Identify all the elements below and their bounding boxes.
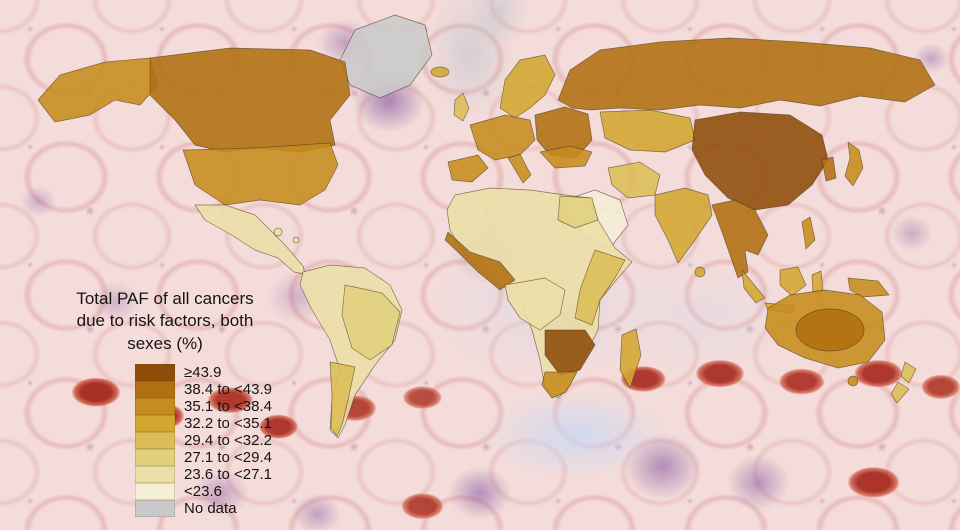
region-brazil — [341, 284, 401, 361]
region-egypt — [557, 195, 599, 229]
legend-title-line: sexes (%) — [127, 333, 203, 353]
legend-row: 32.2 to <35.1 — [135, 415, 300, 433]
region-usa — [182, 142, 339, 206]
region-east-africa — [574, 249, 626, 326]
region-alaska — [37, 57, 159, 123]
region-turkey — [539, 145, 593, 169]
region-sulawesi — [811, 270, 824, 294]
region-japan — [844, 141, 864, 187]
legend-label: <23.6 — [184, 483, 222, 501]
region-eastern-europe — [534, 106, 593, 159]
legend-title-line: Total PAF of all cancers — [76, 289, 254, 308]
legend-label: 23.6 to <27.1 — [184, 466, 272, 484]
region-iceland — [430, 66, 450, 78]
legend-swatch — [135, 364, 175, 382]
legend-row: 35.1 to <38.4 — [135, 398, 300, 416]
region-south-africa — [541, 371, 578, 399]
region-mexico — [194, 204, 306, 275]
region-iberia — [447, 154, 489, 183]
region-central-asia — [599, 109, 696, 153]
legend-label: 29.4 to <32.2 — [184, 432, 272, 450]
legend-swatch — [135, 415, 175, 433]
legend-swatch — [135, 381, 175, 399]
map-legend: Total PAF of all cancers due to risk fac… — [40, 288, 300, 518]
legend-row: 38.4 to <43.9 — [135, 381, 300, 399]
region-madagascar — [619, 328, 642, 389]
region-sri-lanka — [694, 266, 706, 278]
legend-row: ≥43.9 — [135, 364, 300, 382]
region-caribbean — [292, 236, 300, 244]
legend-label: No data — [184, 500, 237, 518]
region-philippines — [801, 216, 816, 250]
region-australia-interior — [795, 308, 865, 352]
region-iran — [607, 161, 661, 199]
legend-row: 29.4 to <32.2 — [135, 432, 300, 450]
legend-rows: ≥43.9 38.4 to <43.9 35.1 to <38.4 32.2 to <… — [135, 364, 300, 518]
region-southern-africa — [544, 329, 596, 376]
legend-row: <23.6 — [135, 483, 300, 501]
region-argentina — [329, 361, 356, 437]
legend-swatch — [135, 483, 175, 501]
region-sumatra — [741, 269, 766, 304]
region-tasmania — [847, 375, 859, 387]
region-new-zealand-south — [890, 381, 910, 404]
legend-row: 27.1 to <29.4 — [135, 449, 300, 467]
region-southeast-asia — [711, 199, 769, 279]
legend-title-line: due to risk factors, both — [76, 311, 254, 331]
legend-swatch — [135, 432, 175, 450]
region-papua-new-guinea — [847, 277, 890, 298]
region-new-zealand-north — [900, 361, 917, 384]
region-canada — [149, 47, 351, 153]
legend-swatch — [135, 500, 175, 518]
legend-row: No data — [135, 500, 300, 518]
region-scandinavia — [499, 54, 556, 119]
legend-label: ≥43.9 — [184, 364, 222, 382]
region-russia — [557, 37, 936, 111]
region-italy — [507, 153, 532, 184]
legend-label: 38.4 to <43.9 — [184, 381, 272, 399]
region-china-mongolia — [691, 111, 829, 211]
region-greenland — [339, 14, 433, 99]
region-korea — [821, 156, 837, 182]
legend-swatch — [135, 449, 175, 467]
region-west-africa — [444, 231, 516, 291]
legend-label: 27.1 to <29.4 — [184, 449, 272, 467]
region-western-europe — [469, 114, 536, 161]
legend-title: Total PAF of all cancers due to risk fac… — [40, 288, 290, 355]
legend-swatch — [135, 466, 175, 484]
legend-swatch — [135, 398, 175, 416]
region-borneo — [779, 266, 807, 297]
legend-label: 32.2 to <35.1 — [184, 415, 272, 433]
region-caribbean — [273, 227, 283, 237]
region-uk — [453, 92, 470, 122]
legend-label: 35.1 to <38.4 — [184, 398, 272, 416]
legend-row: 23.6 to <27.1 — [135, 466, 300, 484]
region-central-africa — [504, 277, 566, 331]
region-india — [654, 187, 713, 264]
